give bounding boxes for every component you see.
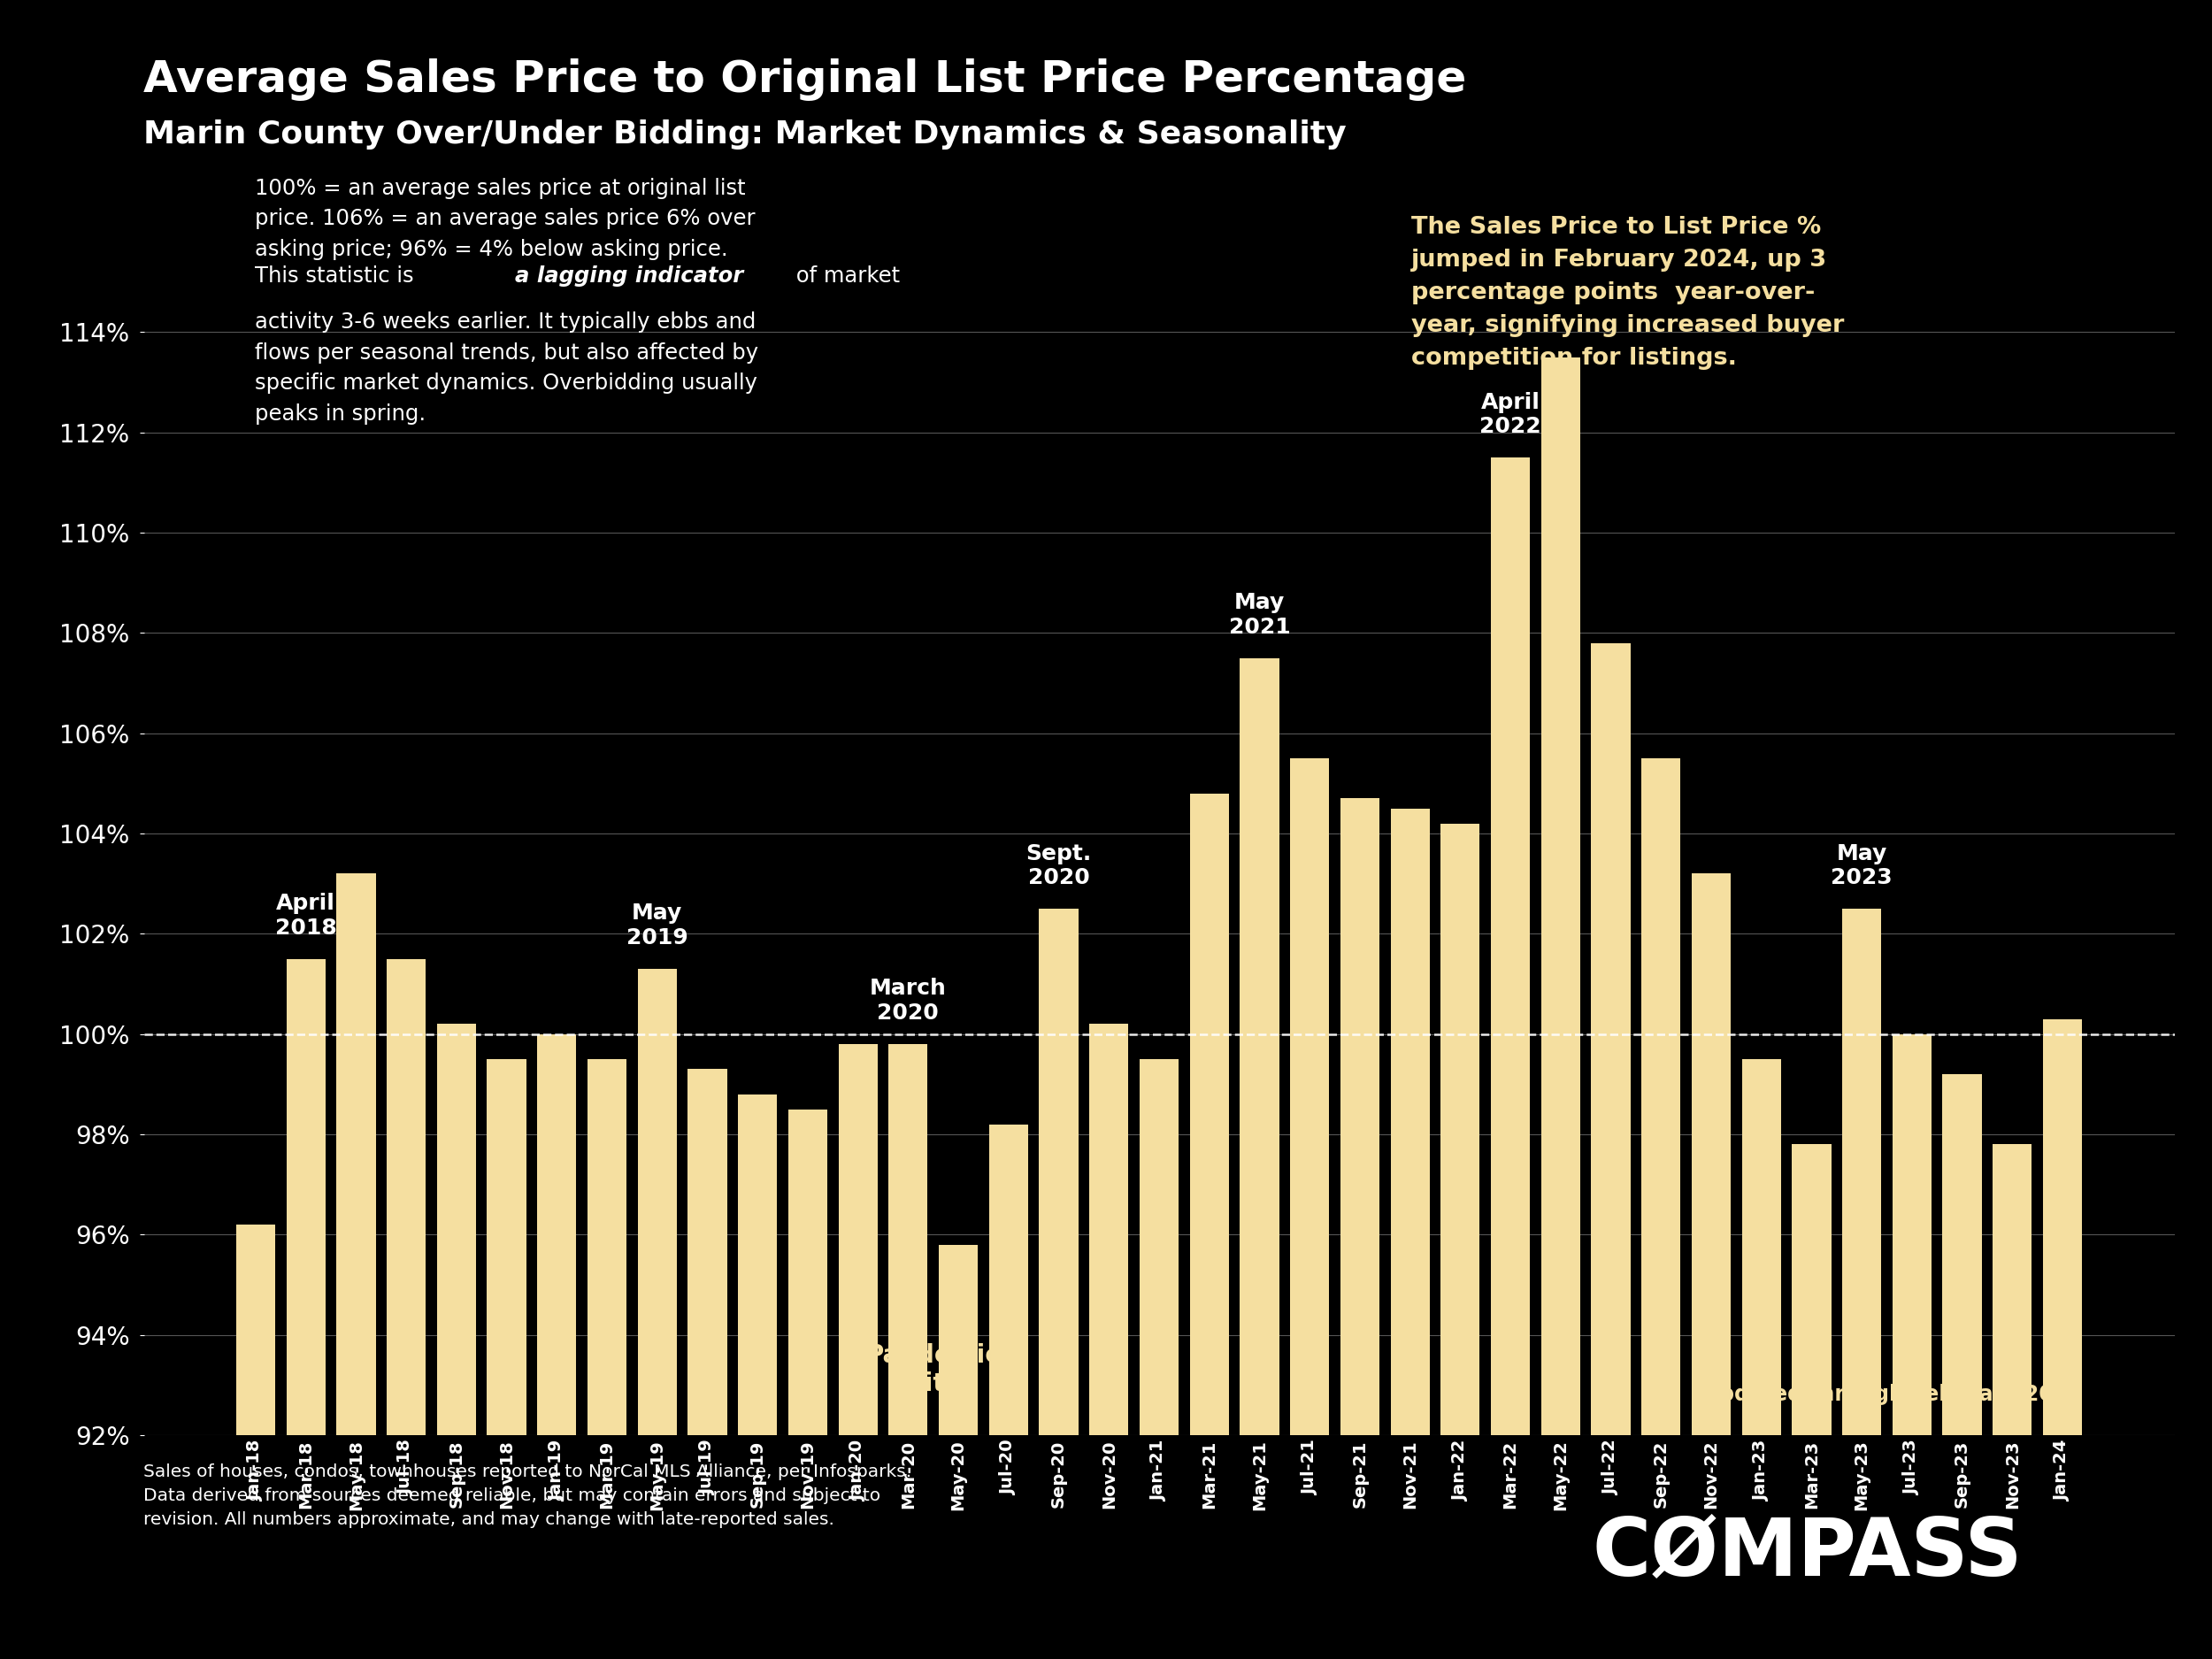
Bar xyxy=(538,1034,577,1659)
Text: 100% = an average sales price at original list
price. 106% = an average sales pr: 100% = an average sales price at origina… xyxy=(254,178,754,260)
Bar xyxy=(336,874,376,1659)
Bar xyxy=(1088,1024,1128,1659)
Bar xyxy=(2044,1019,2081,1659)
Text: This statistic is: This statistic is xyxy=(254,265,420,287)
Text: May
2023: May 2023 xyxy=(1832,843,1893,889)
Text: CØMPASS: CØMPASS xyxy=(1593,1515,2024,1593)
Bar xyxy=(1993,1145,2033,1659)
Bar xyxy=(1241,659,1279,1659)
Bar xyxy=(1190,793,1230,1659)
Bar xyxy=(588,1058,626,1659)
Text: Marin County Over/Under Bidding: Market Dynamics & Seasonality: Marin County Over/Under Bidding: Market … xyxy=(144,119,1347,149)
Bar xyxy=(1040,909,1077,1659)
Text: Sept.
2020: Sept. 2020 xyxy=(1026,843,1091,889)
Bar xyxy=(1692,874,1730,1659)
Bar xyxy=(1741,1058,1781,1659)
Bar xyxy=(838,1044,878,1659)
Bar xyxy=(637,969,677,1659)
Text: Pandemic
hits: Pandemic hits xyxy=(867,1344,1000,1397)
Bar xyxy=(1542,357,1579,1659)
Bar xyxy=(1139,1058,1179,1659)
Text: of market: of market xyxy=(790,265,900,287)
Text: activity 3-6 weeks earlier. It typically ebbs and
flows per seasonal trends, but: activity 3-6 weeks earlier. It typically… xyxy=(254,312,759,425)
Bar xyxy=(1893,1034,1931,1659)
Text: May
2021: May 2021 xyxy=(1228,592,1290,639)
Bar xyxy=(1843,909,1882,1659)
Bar xyxy=(889,1044,927,1659)
Text: March
2020: March 2020 xyxy=(869,979,947,1024)
Bar xyxy=(387,959,425,1659)
Bar xyxy=(1440,823,1480,1659)
Bar xyxy=(739,1095,776,1659)
Bar xyxy=(285,959,325,1659)
Bar xyxy=(436,1024,476,1659)
Bar xyxy=(989,1125,1029,1659)
Bar xyxy=(1641,758,1681,1659)
Text: April
2018: April 2018 xyxy=(274,893,336,939)
Bar xyxy=(487,1058,526,1659)
Bar xyxy=(1491,458,1531,1659)
Bar xyxy=(938,1244,978,1659)
Bar xyxy=(1590,644,1630,1659)
Bar xyxy=(1340,798,1380,1659)
Text: May
2019: May 2019 xyxy=(626,902,688,949)
Text: Updated through February 2024: Updated through February 2024 xyxy=(1703,1384,2081,1405)
Text: April
2022: April 2022 xyxy=(1480,392,1542,438)
Text: Sales of houses, condos, townhouses reported to NorCal MLS Alliance, per Infospa: Sales of houses, condos, townhouses repo… xyxy=(144,1463,911,1528)
Bar xyxy=(1792,1145,1832,1659)
Text: Average Sales Price to Original List Price Percentage: Average Sales Price to Original List Pri… xyxy=(144,58,1467,101)
Text: The Sales Price to List Price %
jumped in February 2024, up 3
percentage points : The Sales Price to List Price % jumped i… xyxy=(1411,216,1845,370)
Text: a lagging indicator: a lagging indicator xyxy=(515,265,743,287)
Bar xyxy=(688,1068,728,1659)
Bar xyxy=(1391,808,1429,1659)
Bar xyxy=(237,1224,274,1659)
Bar xyxy=(1290,758,1329,1659)
Bar xyxy=(1942,1073,1982,1659)
Bar xyxy=(787,1110,827,1659)
